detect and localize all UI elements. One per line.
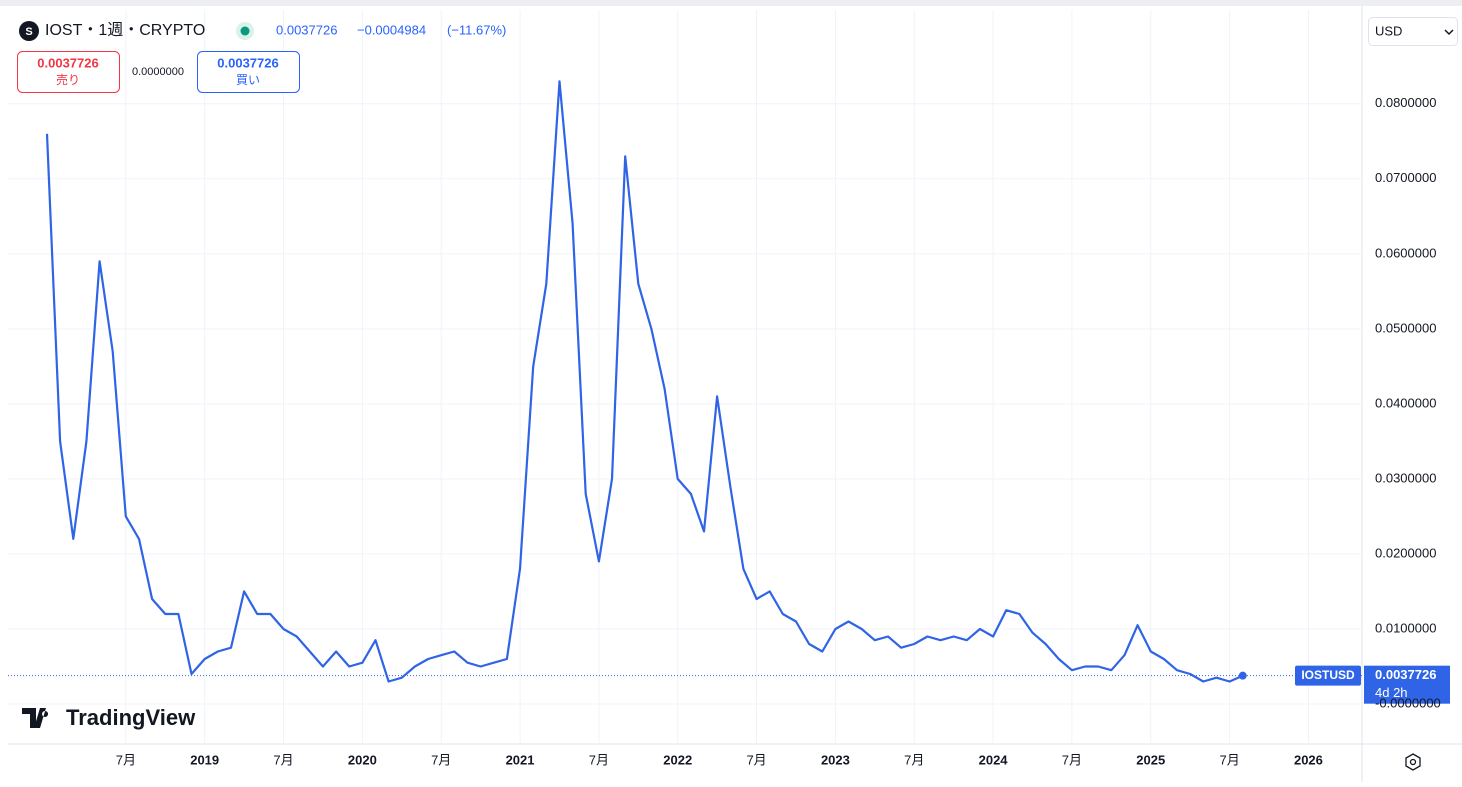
last-value: 0.0037726 bbox=[276, 22, 337, 37]
change-percent: (−11.67%) bbox=[447, 22, 506, 37]
x-tick-label: 7月 bbox=[1062, 752, 1082, 767]
y-tick-label: 0.0700000 bbox=[1375, 170, 1436, 185]
y-tick-label: 0.0600000 bbox=[1375, 245, 1436, 260]
x-tick-label: 7月 bbox=[589, 752, 609, 767]
sell-label[interactable]: 売り bbox=[56, 72, 80, 87]
sell-price[interactable]: 0.0037726 bbox=[37, 55, 98, 70]
x-tick-label: 7月 bbox=[116, 752, 136, 767]
y-tick-label: -0.0000000 bbox=[1375, 695, 1441, 710]
y-tick-label: 0.0100000 bbox=[1375, 620, 1436, 635]
top-border bbox=[0, 0, 1462, 6]
symbol-tag bbox=[1295, 665, 1361, 686]
x-tick-label: 2019 bbox=[190, 752, 219, 767]
y-tick-label: 0.0200000 bbox=[1375, 545, 1436, 560]
y-tick-label: 0.0800000 bbox=[1375, 95, 1436, 110]
symbol-icon-glyph: S bbox=[25, 26, 32, 38]
price-tag bbox=[1364, 665, 1450, 704]
buy-label[interactable]: 買い bbox=[236, 73, 260, 87]
x-tick-label: 7月 bbox=[904, 752, 924, 767]
x-tick-label: 2023 bbox=[821, 752, 850, 767]
brand-logo bbox=[22, 708, 49, 728]
x-tick-label: 7月 bbox=[431, 752, 451, 767]
buy-button[interactable] bbox=[197, 51, 300, 93]
x-tick-label: 7月 bbox=[1219, 752, 1239, 767]
y-tick-label: 0.0300000 bbox=[1375, 470, 1436, 485]
countdown: 4d 2h bbox=[1375, 685, 1408, 700]
symbol-icon bbox=[19, 21, 39, 41]
brand-name: TradingView bbox=[66, 705, 196, 730]
currency-label[interactable]: USD bbox=[1375, 23, 1402, 38]
last-point bbox=[1238, 671, 1247, 680]
currency-select[interactable] bbox=[1368, 17, 1458, 46]
price-tag-value: 0.0037726 bbox=[1375, 667, 1436, 682]
dropdown-arrow[interactable] bbox=[1444, 29, 1454, 36]
status-dot bbox=[240, 26, 250, 36]
x-tick-label: 7月 bbox=[746, 752, 766, 767]
x-tick-label: 2022 bbox=[663, 752, 692, 767]
spread: 0.0000000 bbox=[132, 66, 184, 78]
symbol-tag-label: IOSTUSD bbox=[1301, 668, 1355, 682]
settings-icon-center[interactable] bbox=[1409, 758, 1417, 766]
x-tick-label: 2024 bbox=[979, 752, 1009, 767]
y-tick-label: 0.0400000 bbox=[1375, 395, 1436, 410]
settings-icon[interactable] bbox=[1405, 753, 1421, 771]
plot bbox=[45, 80, 1247, 683]
price-line bbox=[45, 80, 1244, 683]
overlay: IOSTUSD 0.0037726 4d 2h bbox=[8, 665, 1450, 704]
x-tick-label: 2021 bbox=[506, 752, 535, 767]
x-tick-label: 7月 bbox=[273, 752, 293, 767]
change-value: −0.0004984 bbox=[357, 22, 426, 37]
x-tick-label: 2020 bbox=[348, 752, 377, 767]
buy-price[interactable]: 0.0037726 bbox=[217, 55, 278, 70]
chart-title: IOST・1週・CRYPTO bbox=[45, 21, 205, 39]
x-tick-label: 2025 bbox=[1136, 752, 1165, 767]
y-tick-label: 0.0500000 bbox=[1375, 320, 1436, 335]
x-tick-label: 2026 bbox=[1294, 752, 1323, 767]
sell-button[interactable] bbox=[17, 51, 120, 93]
grid bbox=[8, 10, 1362, 743]
